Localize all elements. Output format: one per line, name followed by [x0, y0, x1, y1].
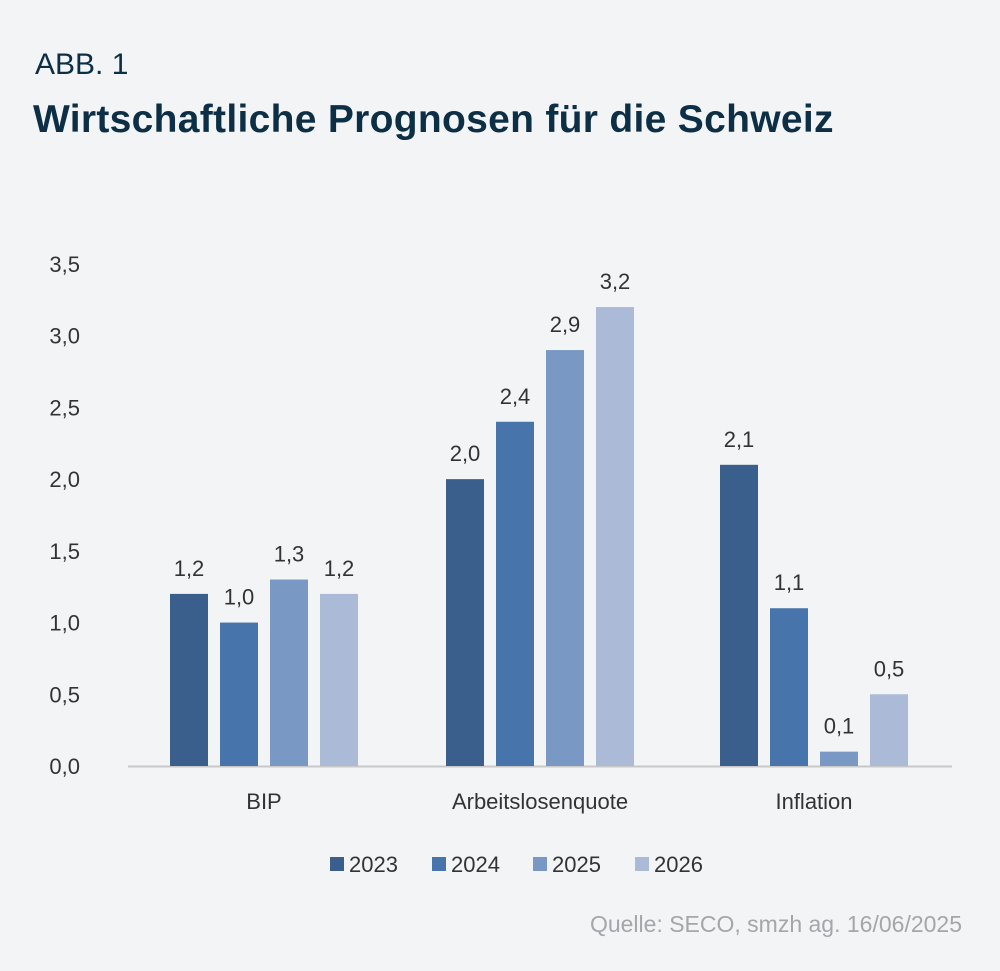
x-tick-label: Inflation	[775, 789, 852, 814]
figure-label: ABB. 1	[35, 48, 129, 81]
y-tick-label: 0,5	[49, 682, 80, 707]
chart-title: Wirtschaftliche Prognosen für die Schwei…	[33, 98, 834, 141]
data-label: 1,2	[324, 556, 355, 581]
data-label: 2,4	[500, 384, 531, 409]
legend-swatch-2024	[432, 857, 446, 871]
data-label: 1,3	[274, 542, 305, 567]
legend-swatch-2026	[635, 857, 649, 871]
bar-2026-BIP	[320, 593, 358, 766]
data-label: 1,1	[774, 570, 805, 595]
x-tick-label: Arbeitslosenquote	[452, 789, 628, 814]
y-tick-label: 3,5	[49, 252, 80, 277]
data-label: 0,1	[824, 714, 855, 739]
data-label: 1,0	[224, 585, 255, 610]
y-tick-label: 0,0	[49, 754, 80, 779]
legend-label: 2025	[552, 852, 601, 877]
legend-label: 2026	[654, 852, 703, 877]
bar-2023-Arbeitslosenquote	[446, 479, 484, 766]
legend-swatch-2025	[533, 857, 547, 871]
y-tick-label: 2,5	[49, 395, 80, 420]
y-tick-label: 1,0	[49, 611, 80, 636]
data-label: 2,0	[450, 441, 481, 466]
bar-2025-Arbeitslosenquote	[546, 350, 584, 766]
data-label: 1,2	[174, 556, 205, 581]
legend-label: 2023	[349, 852, 398, 877]
y-tick-label: 2,0	[49, 467, 80, 492]
source-note: Quelle: SECO, smzh ag. 16/06/2025	[589, 911, 962, 937]
x-tick-label: BIP	[246, 789, 281, 814]
data-label: 3,2	[600, 269, 631, 294]
data-label: 0,5	[874, 656, 905, 681]
legend-swatch-2023	[330, 857, 344, 871]
bar-2023-BIP	[170, 593, 208, 766]
bar-2023-Inflation	[720, 464, 758, 766]
bar-2026-Inflation	[870, 694, 908, 766]
bar-2024-BIP	[220, 622, 258, 766]
legend-label: 2024	[451, 852, 500, 877]
y-tick-label: 1,5	[49, 539, 80, 564]
bar-2025-Inflation	[820, 751, 858, 766]
y-tick-label: 3,0	[49, 324, 80, 349]
bar-2025-BIP	[270, 579, 308, 766]
bar-2024-Inflation	[770, 608, 808, 766]
data-label: 2,9	[550, 312, 581, 337]
data-label: 2,1	[724, 427, 755, 452]
bar-2026-Arbeitslosenquote	[596, 307, 634, 766]
bar-2024-Arbeitslosenquote	[496, 421, 534, 766]
